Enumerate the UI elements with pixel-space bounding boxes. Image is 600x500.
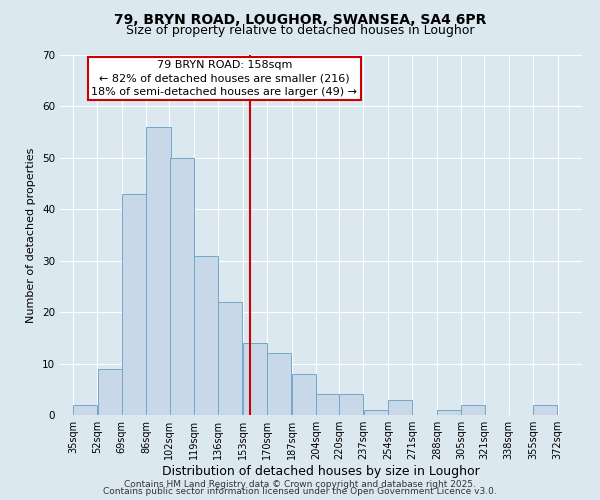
Text: Contains HM Land Registry data © Crown copyright and database right 2025.: Contains HM Land Registry data © Crown c…: [124, 480, 476, 489]
Text: Contains public sector information licensed under the Open Government Licence v3: Contains public sector information licen…: [103, 487, 497, 496]
Bar: [73, 404, 97, 415]
Text: Size of property relative to detached houses in Loughor: Size of property relative to detached ho…: [126, 24, 474, 37]
Bar: [388, 400, 412, 415]
X-axis label: Distribution of detached houses by size in Loughor: Distribution of detached houses by size …: [162, 465, 480, 478]
Bar: [122, 194, 146, 415]
Bar: [218, 302, 242, 415]
Text: 79, BRYN ROAD, LOUGHOR, SWANSEA, SA4 6PR: 79, BRYN ROAD, LOUGHOR, SWANSEA, SA4 6PR: [114, 12, 486, 26]
Bar: [146, 127, 170, 415]
Bar: [267, 354, 292, 415]
Bar: [339, 394, 363, 415]
Bar: [364, 410, 388, 415]
Text: 79 BRYN ROAD: 158sqm
← 82% of detached houses are smaller (216)
18% of semi-deta: 79 BRYN ROAD: 158sqm ← 82% of detached h…: [91, 60, 358, 97]
Y-axis label: Number of detached properties: Number of detached properties: [26, 148, 37, 322]
Bar: [461, 404, 485, 415]
Bar: [533, 404, 557, 415]
Bar: [98, 368, 122, 415]
Bar: [316, 394, 340, 415]
Bar: [194, 256, 218, 415]
Bar: [437, 410, 461, 415]
Bar: [170, 158, 194, 415]
Bar: [292, 374, 316, 415]
Bar: [243, 343, 267, 415]
